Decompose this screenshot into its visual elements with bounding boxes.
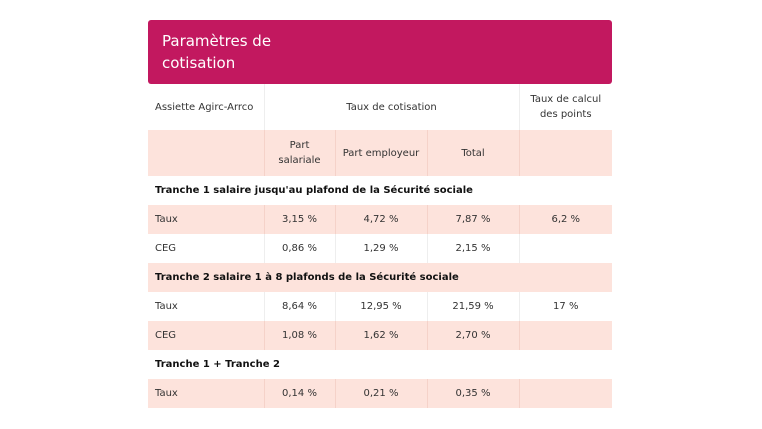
cell-salariale: 1,08 %	[264, 321, 336, 350]
cell-employeur: 1,29 %	[335, 234, 428, 263]
cell-total: 7,87 %	[427, 205, 520, 234]
header-taux-calcul: Taux de calcul des points	[530, 94, 602, 120]
section-row: Tranche 2 salaire 1 à 8 plafonds de la S…	[148, 263, 612, 292]
cell-points: 17 %	[553, 301, 579, 312]
cell-employeur: 1,62 %	[335, 321, 428, 350]
section-title: Tranche 1 + Tranche 2	[155, 359, 280, 370]
cell-salariale: 0,86 %	[264, 234, 336, 263]
cell-label: Taux	[148, 292, 265, 321]
cell-total: 0,35 %	[427, 379, 520, 408]
cell-total: 2,15 %	[427, 234, 520, 263]
section-row: Tranche 1 + Tranche 2	[148, 350, 612, 379]
cell-label: CEG	[148, 321, 265, 350]
cotisation-card: Paramètres de cotisation Assiette Agirc-…	[148, 20, 612, 408]
card-title: Paramètres de cotisation	[148, 20, 612, 84]
header-taux-cotisation: Taux de cotisation	[264, 84, 520, 130]
section-title: Tranche 2 salaire 1 à 8 plafonds de la S…	[148, 263, 612, 292]
subheader-row: Part salariale Part employeur Total	[148, 130, 612, 176]
cell-total: 2,70 %	[427, 321, 520, 350]
table-row: Taux 3,15 % 4,72 % 7,87 % 6,2 %	[148, 205, 612, 234]
cell-salariale: 3,15 %	[264, 205, 336, 234]
table-row: Taux 8,64 % 12,95 % 21,59 % 17 %	[148, 292, 612, 321]
header-row: Assiette Agirc-Arrco Taux de cotisation …	[148, 84, 612, 130]
cell-label: Taux	[148, 205, 265, 234]
cell-employeur: 4,72 %	[335, 205, 428, 234]
cell-employeur: 12,95 %	[335, 292, 428, 321]
header-part-employeur: Part employeur	[335, 130, 428, 176]
cell-label: Taux	[148, 379, 265, 408]
header-assiette: Assiette Agirc-Arrco	[148, 84, 265, 130]
cell-label: CEG	[148, 234, 265, 263]
header-total: Total	[427, 130, 520, 176]
cell-employeur: 0,21 %	[335, 379, 428, 408]
cell-points: 6,2 %	[519, 205, 612, 234]
table-row: Taux 0,14 % 0,21 % 0,35 %	[148, 379, 612, 408]
section-title: Tranche 1 salaire jusqu'au plafond de la…	[155, 185, 473, 196]
cotisation-table: Assiette Agirc-Arrco Taux de cotisation …	[148, 84, 612, 408]
cell-total: 21,59 %	[427, 292, 520, 321]
header-part-salariale: Part salariale	[264, 130, 336, 176]
cell-points	[519, 379, 612, 408]
cell-points	[519, 234, 612, 263]
table-row: CEG 0,86 % 1,29 % 2,15 %	[148, 234, 612, 263]
section-row: Tranche 1 salaire jusqu'au plafond de la…	[148, 176, 612, 205]
cell-salariale: 8,64 %	[264, 292, 336, 321]
cell-points	[519, 321, 612, 350]
cell-salariale: 0,14 %	[264, 379, 336, 408]
table-row: CEG 1,08 % 1,62 % 2,70 %	[148, 321, 612, 350]
